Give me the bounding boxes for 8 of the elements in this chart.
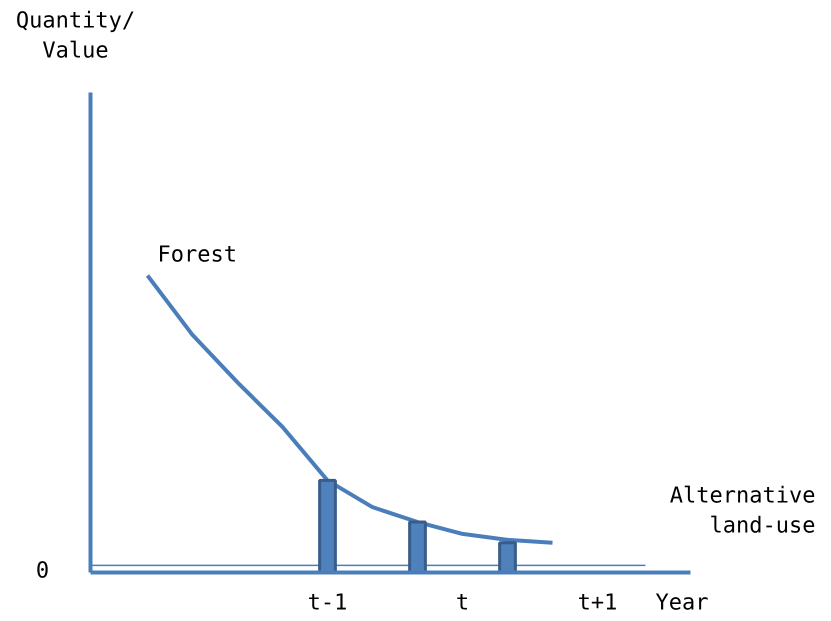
text: Quantity/ Value [16, 8, 136, 64]
x-tick-label: t [456, 590, 470, 616]
text: 0 [36, 558, 50, 584]
x-tick-label: t-1 [308, 590, 348, 616]
series-label: Forest [158, 242, 237, 268]
x-tick-label: t+1 [578, 590, 618, 616]
x-axis-title: Year [656, 590, 708, 616]
ref-line-label: Alternative land-use [670, 484, 816, 538]
